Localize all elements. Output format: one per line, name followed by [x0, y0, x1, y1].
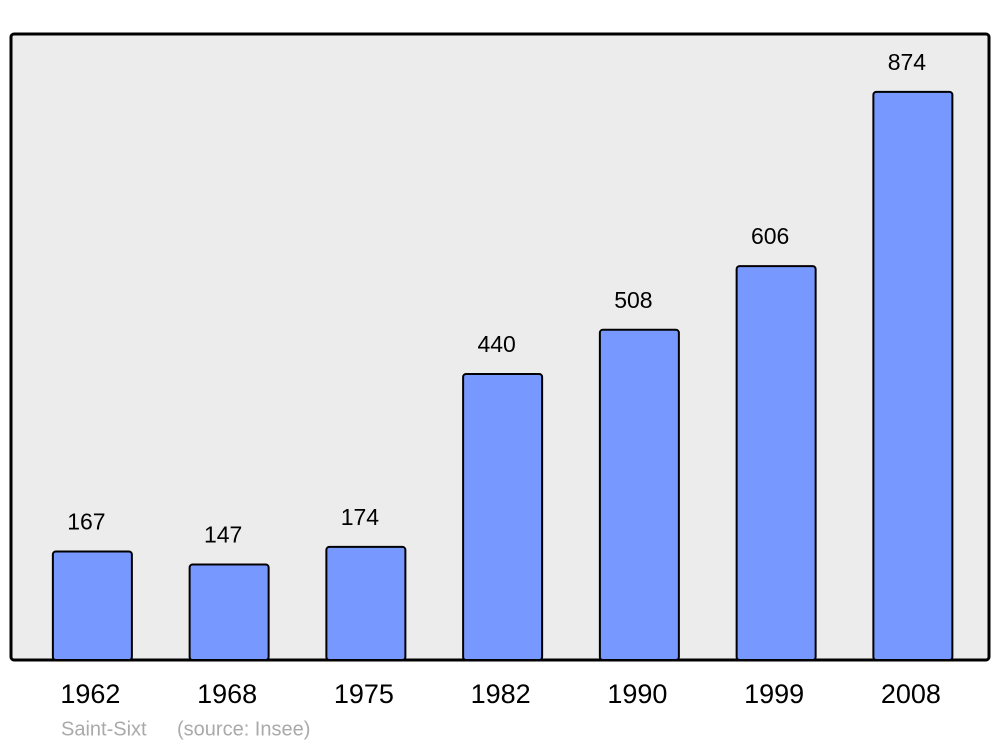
x-tick-label: 1999 — [744, 679, 804, 709]
x-tick-label: 1990 — [607, 679, 667, 709]
place-name: Saint-Sixt — [61, 718, 147, 740]
x-tick-label: 1968 — [197, 679, 257, 709]
value-label: 167 — [67, 509, 105, 535]
bar — [325, 545, 407, 662]
bar — [51, 550, 133, 662]
x-tick-label: 1962 — [60, 679, 120, 709]
x-tick-label: 2008 — [881, 679, 941, 709]
x-tick-label: 1982 — [471, 679, 531, 709]
bar — [735, 265, 817, 661]
value-label: 606 — [751, 223, 789, 249]
value-label: 147 — [204, 522, 242, 548]
bar — [188, 563, 270, 662]
value-label: 440 — [477, 331, 515, 357]
bar — [462, 372, 544, 661]
bar — [872, 90, 954, 662]
value-label: 174 — [341, 504, 380, 530]
source: (source: Insee) — [177, 718, 310, 740]
x-tick-label: 1975 — [334, 679, 394, 709]
bar — [598, 328, 680, 661]
value-label: 874 — [888, 49, 927, 75]
value-label: 508 — [614, 287, 652, 313]
